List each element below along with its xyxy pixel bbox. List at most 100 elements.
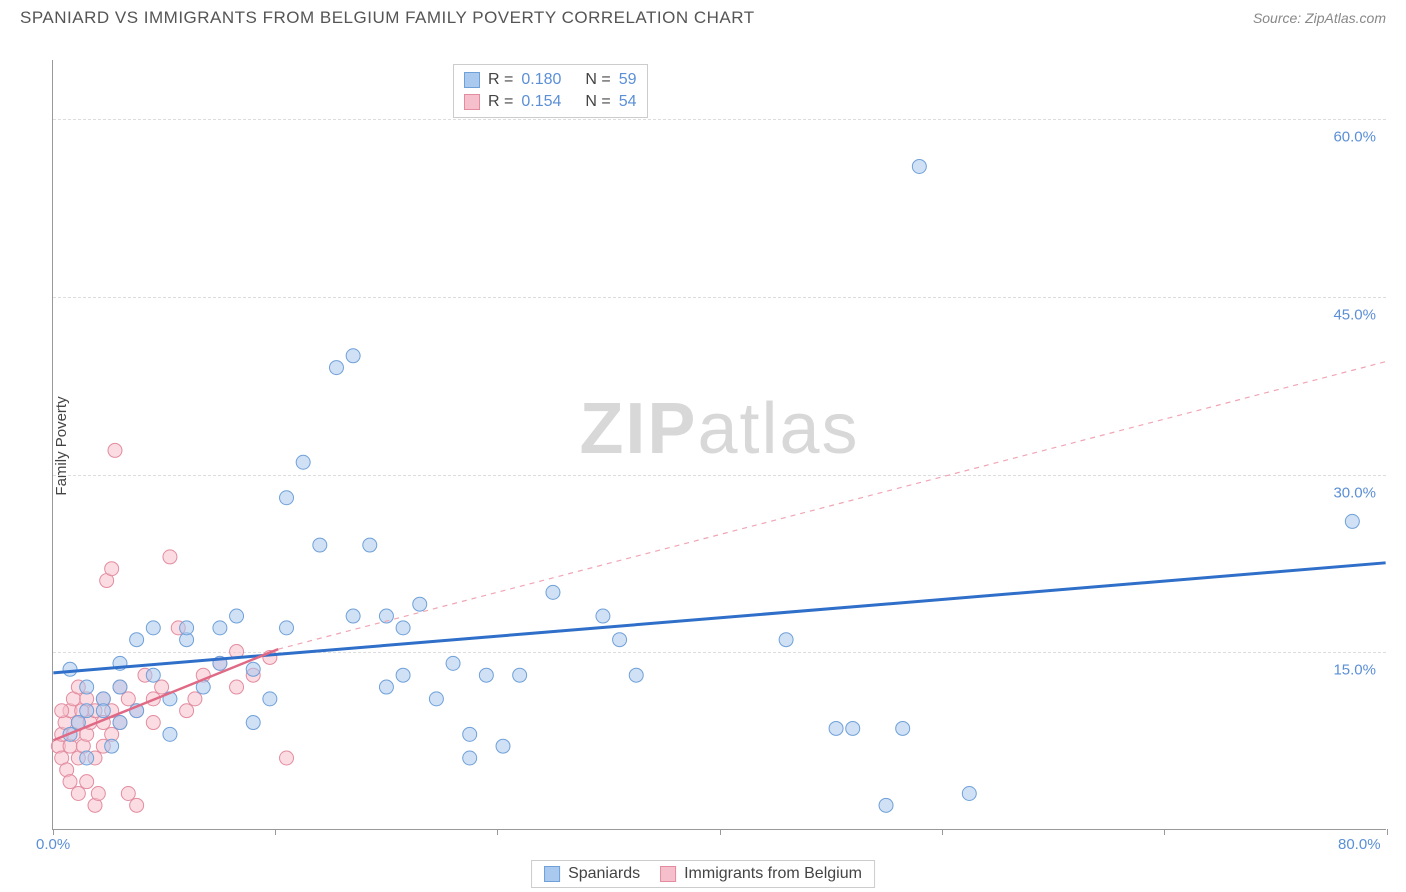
x-tick	[942, 829, 943, 835]
data-point	[180, 704, 194, 718]
data-point	[105, 562, 119, 576]
data-point	[463, 727, 477, 741]
r-value: 0.154	[521, 93, 561, 111]
series-legend: Spaniards Immigrants from Belgium	[531, 860, 875, 888]
data-point	[280, 491, 294, 505]
data-point	[329, 361, 343, 375]
data-point	[629, 668, 643, 682]
data-point	[829, 721, 843, 735]
r-label: R =	[488, 93, 513, 111]
data-point	[962, 787, 976, 801]
data-point	[246, 716, 260, 730]
data-point	[463, 751, 477, 765]
data-point	[155, 680, 169, 694]
data-point	[379, 680, 393, 694]
data-point	[779, 633, 793, 647]
data-point	[113, 680, 127, 694]
x-tick	[497, 829, 498, 835]
data-point	[230, 680, 244, 694]
r-value: 0.180	[521, 71, 561, 89]
data-point	[80, 775, 94, 789]
trend-line	[278, 362, 1385, 649]
data-point	[105, 739, 119, 753]
data-point	[130, 798, 144, 812]
data-point	[296, 455, 310, 469]
data-point	[280, 621, 294, 635]
source-label: Source: ZipAtlas.com	[1253, 10, 1386, 26]
data-point	[429, 692, 443, 706]
data-point	[108, 443, 122, 457]
data-point	[146, 668, 160, 682]
series-swatch	[464, 94, 480, 110]
data-point	[263, 692, 277, 706]
data-point	[396, 668, 410, 682]
x-tick	[720, 829, 721, 835]
n-value: 59	[619, 71, 637, 89]
x-tick	[53, 829, 54, 835]
data-point	[346, 609, 360, 623]
data-point	[63, 775, 77, 789]
trend-line	[53, 563, 1385, 673]
scatter-plot-svg	[53, 60, 1386, 829]
data-point	[80, 704, 94, 718]
data-point	[912, 159, 926, 173]
data-point	[80, 680, 94, 694]
data-point	[80, 751, 94, 765]
n-label: N =	[585, 93, 610, 111]
data-point	[613, 633, 627, 647]
x-axis-max-label: 80.0%	[1338, 836, 1381, 853]
data-point	[96, 704, 110, 718]
legend-label: Immigrants from Belgium	[684, 865, 862, 883]
data-point	[230, 609, 244, 623]
data-point	[63, 662, 77, 676]
chart-title: SPANIARD VS IMMIGRANTS FROM BELGIUM FAMI…	[20, 8, 755, 28]
chart-plot-area: ZIPatlas 15.0%30.0%45.0%60.0% R = 0.180 …	[52, 60, 1386, 830]
n-label: N =	[585, 71, 610, 89]
legend-label: Spaniards	[568, 865, 640, 883]
data-point	[121, 787, 135, 801]
data-point	[91, 787, 105, 801]
data-point	[413, 597, 427, 611]
data-point	[879, 798, 893, 812]
data-point	[113, 716, 127, 730]
data-point	[1345, 514, 1359, 528]
data-point	[596, 609, 610, 623]
stats-row: R = 0.180 N = 59	[464, 69, 637, 91]
data-point	[246, 662, 260, 676]
data-point	[896, 721, 910, 735]
data-point	[121, 692, 135, 706]
data-point	[180, 621, 194, 635]
legend-item: Immigrants from Belgium	[660, 865, 862, 883]
data-point	[71, 787, 85, 801]
data-point	[313, 538, 327, 552]
data-point	[55, 704, 69, 718]
data-point	[479, 668, 493, 682]
x-axis-origin-label: 0.0%	[36, 836, 70, 853]
x-tick	[1164, 829, 1165, 835]
data-point	[188, 692, 202, 706]
data-point	[546, 585, 560, 599]
correlation-stats-box: R = 0.180 N = 59 R = 0.154 N = 54	[453, 64, 648, 118]
legend-swatch	[660, 866, 676, 882]
r-label: R =	[488, 71, 513, 89]
n-value: 54	[619, 93, 637, 111]
data-point	[396, 621, 410, 635]
data-point	[846, 721, 860, 735]
data-point	[346, 349, 360, 363]
data-point	[163, 727, 177, 741]
legend-item: Spaniards	[544, 865, 640, 883]
data-point	[213, 621, 227, 635]
x-tick	[1387, 829, 1388, 835]
data-point	[163, 550, 177, 564]
data-point	[513, 668, 527, 682]
legend-swatch	[544, 866, 560, 882]
data-point	[363, 538, 377, 552]
data-point	[496, 739, 510, 753]
data-point	[446, 656, 460, 670]
data-point	[130, 633, 144, 647]
data-point	[280, 751, 294, 765]
x-tick	[275, 829, 276, 835]
data-point	[146, 621, 160, 635]
data-point	[146, 716, 160, 730]
series-swatch	[464, 72, 480, 88]
